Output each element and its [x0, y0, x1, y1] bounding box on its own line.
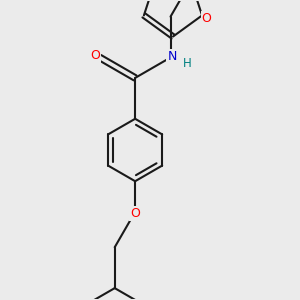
Text: H: H: [182, 57, 191, 70]
Text: O: O: [202, 12, 212, 25]
Text: N: N: [167, 50, 177, 63]
Text: O: O: [130, 207, 140, 220]
Text: O: O: [90, 49, 100, 62]
